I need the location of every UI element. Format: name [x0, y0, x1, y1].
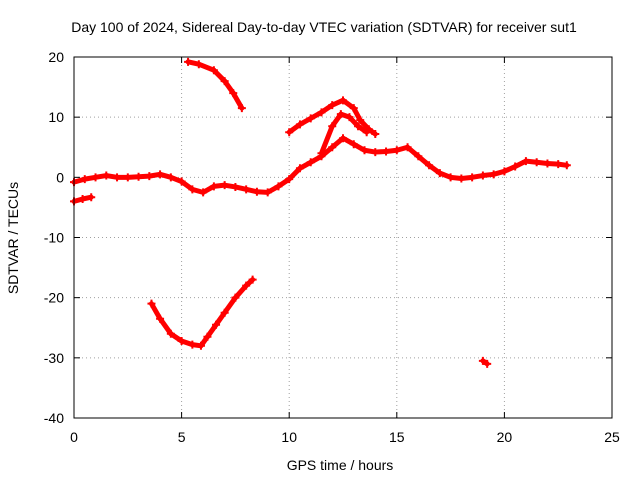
- data-trace-segment: [196, 61, 217, 73]
- series-dip-bottom: [147, 275, 257, 350]
- data-point: [483, 359, 492, 368]
- series-main-trace: [70, 134, 571, 197]
- y-tick-label: 20: [48, 49, 64, 65]
- x-tick-label: 25: [604, 429, 620, 445]
- tick-labels: 0 5 10 15 20 25 -40 -30 -20 -10 0 10 20: [44, 49, 620, 445]
- data-trace-segment: [211, 67, 228, 84]
- x-tick-label: 15: [389, 429, 405, 445]
- data-trace-segment: [243, 277, 256, 289]
- x-tick-label: 5: [178, 429, 186, 445]
- chart-title: Day 100 of 2024, Sidereal Day-to-day VTE…: [71, 19, 577, 35]
- data-point: [362, 128, 371, 137]
- data-point: [87, 193, 96, 202]
- series-arc-top-left: [184, 57, 246, 113]
- data-trace-segment: [157, 316, 174, 337]
- series-arc-mid-upper: [285, 96, 380, 139]
- x-tick-label: 20: [497, 429, 513, 445]
- data-trace-segment: [318, 123, 335, 156]
- data-point: [237, 104, 246, 113]
- y-tick-label: 0: [56, 169, 64, 185]
- data-trace-segment: [148, 301, 163, 322]
- y-tick-label: -30: [44, 350, 64, 366]
- data-trace-segment: [286, 165, 303, 182]
- y-tick-label: -10: [44, 230, 64, 246]
- data-trace-segment: [355, 123, 370, 135]
- data-trace-segment: [232, 283, 249, 301]
- data-trace-segment: [230, 90, 245, 111]
- data-point: [371, 130, 380, 139]
- x-tick-label: 10: [281, 429, 297, 445]
- y-tick-label: -40: [44, 410, 64, 426]
- data-point: [248, 275, 257, 284]
- x-axis-label: GPS time / hours: [287, 457, 394, 473]
- data-point: [562, 161, 571, 170]
- y-axis-label: SDTVAR / TECUs: [5, 182, 21, 294]
- series-low-offset-segment: [70, 193, 96, 206]
- grid: [73, 56, 613, 419]
- series-arc-mid-inner: [317, 110, 371, 158]
- y-tick-label: -20: [44, 290, 64, 306]
- x-tick-label: 0: [70, 429, 78, 445]
- data-trace-segment: [222, 295, 238, 316]
- plot-frame: [73, 56, 613, 419]
- series-isolated-point: [478, 356, 492, 368]
- y-tick-label: 10: [48, 109, 64, 125]
- data-points: [70, 57, 571, 368]
